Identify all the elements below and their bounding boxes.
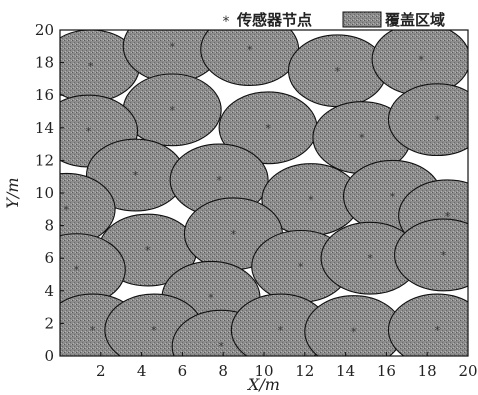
x-tick-label: 20 — [458, 362, 477, 380]
y-tick-label: 14 — [35, 119, 54, 137]
sensor-node: * — [278, 324, 284, 337]
x-tick-label: 4 — [137, 362, 147, 380]
sensor-node: * — [151, 324, 157, 337]
sensor-node: * — [308, 194, 314, 207]
sensor-node: * — [418, 53, 424, 66]
legend-coverage-label: 覆盖区域 — [385, 11, 445, 29]
x-tick-label: 14 — [336, 362, 355, 380]
y-tick-label: 10 — [35, 184, 54, 202]
y-tick-label: 6 — [44, 249, 54, 267]
sensor-node: * — [298, 260, 304, 273]
sensor-node: * — [216, 174, 222, 187]
y-axis-label: Y/m — [3, 177, 22, 208]
y-tick-label: 12 — [35, 151, 54, 169]
sensor-node: * — [367, 252, 373, 265]
sensor-node: * — [335, 65, 341, 78]
x-tick-label: 10 — [254, 362, 273, 380]
x-axis: 2 4 6 8 10 12 14 16 18 20 — [96, 352, 478, 380]
y-tick-label: 20 — [35, 21, 54, 39]
legend: * 传感器节点 覆盖区域 — [223, 11, 446, 30]
sensor-node: * — [133, 169, 139, 182]
x-axis-label: X/m — [246, 375, 280, 394]
sensor-node: * — [88, 60, 94, 73]
y-tick-label: 16 — [35, 86, 54, 104]
sensor-node: * — [74, 264, 80, 277]
sensor-node: * — [265, 122, 271, 135]
sensor-node: * — [169, 40, 175, 53]
sensor-node: * — [351, 326, 357, 339]
sensor-nodes: * * * * * * * * * * * * * * * * * * * * * * * * * * * * * — [63, 40, 450, 353]
x-tick-label: 16 — [377, 362, 396, 380]
sensor-node: * — [359, 132, 365, 145]
x-tick-label: 12 — [295, 362, 314, 380]
legend-coverage-swatch — [342, 11, 382, 28]
sensor-node: * — [218, 340, 224, 353]
sensor-node: * — [86, 125, 92, 138]
sensor-node: * — [445, 210, 451, 223]
x-tick-label: 8 — [218, 362, 228, 380]
coverage-area — [394, 218, 468, 292]
sensor-node: * — [435, 324, 441, 337]
y-tick-label: 8 — [44, 217, 54, 235]
x-tick-label: 18 — [418, 362, 437, 380]
sensor-node: * — [169, 104, 175, 117]
sensor-node: * — [63, 203, 69, 216]
coverage-areas — [60, 30, 468, 356]
sensor-node: * — [145, 244, 151, 257]
y-tick-label: 2 — [44, 314, 54, 332]
y-tick-label: 4 — [44, 282, 54, 300]
sensor-node: * — [390, 190, 396, 203]
sensor-node: * — [208, 291, 214, 304]
sensor-node: * — [90, 324, 96, 337]
legend-node-label: 传感器节点 — [236, 11, 312, 29]
coverage-area — [387, 83, 468, 157]
sensor-node: * — [247, 44, 253, 57]
sensor-node: * — [231, 228, 237, 241]
x-tick-label: 2 — [96, 362, 106, 380]
coverage-area — [387, 293, 468, 356]
sensor-node: * — [441, 249, 447, 262]
sensor-node: * — [435, 114, 441, 127]
x-tick-label: 6 — [178, 362, 188, 380]
y-tick-label: 0 — [44, 347, 54, 365]
legend-node-marker: * — [223, 14, 230, 30]
y-axis: 0 2 4 6 8 10 12 14 16 18 20 — [35, 21, 64, 365]
y-tick-label: 18 — [35, 54, 54, 72]
